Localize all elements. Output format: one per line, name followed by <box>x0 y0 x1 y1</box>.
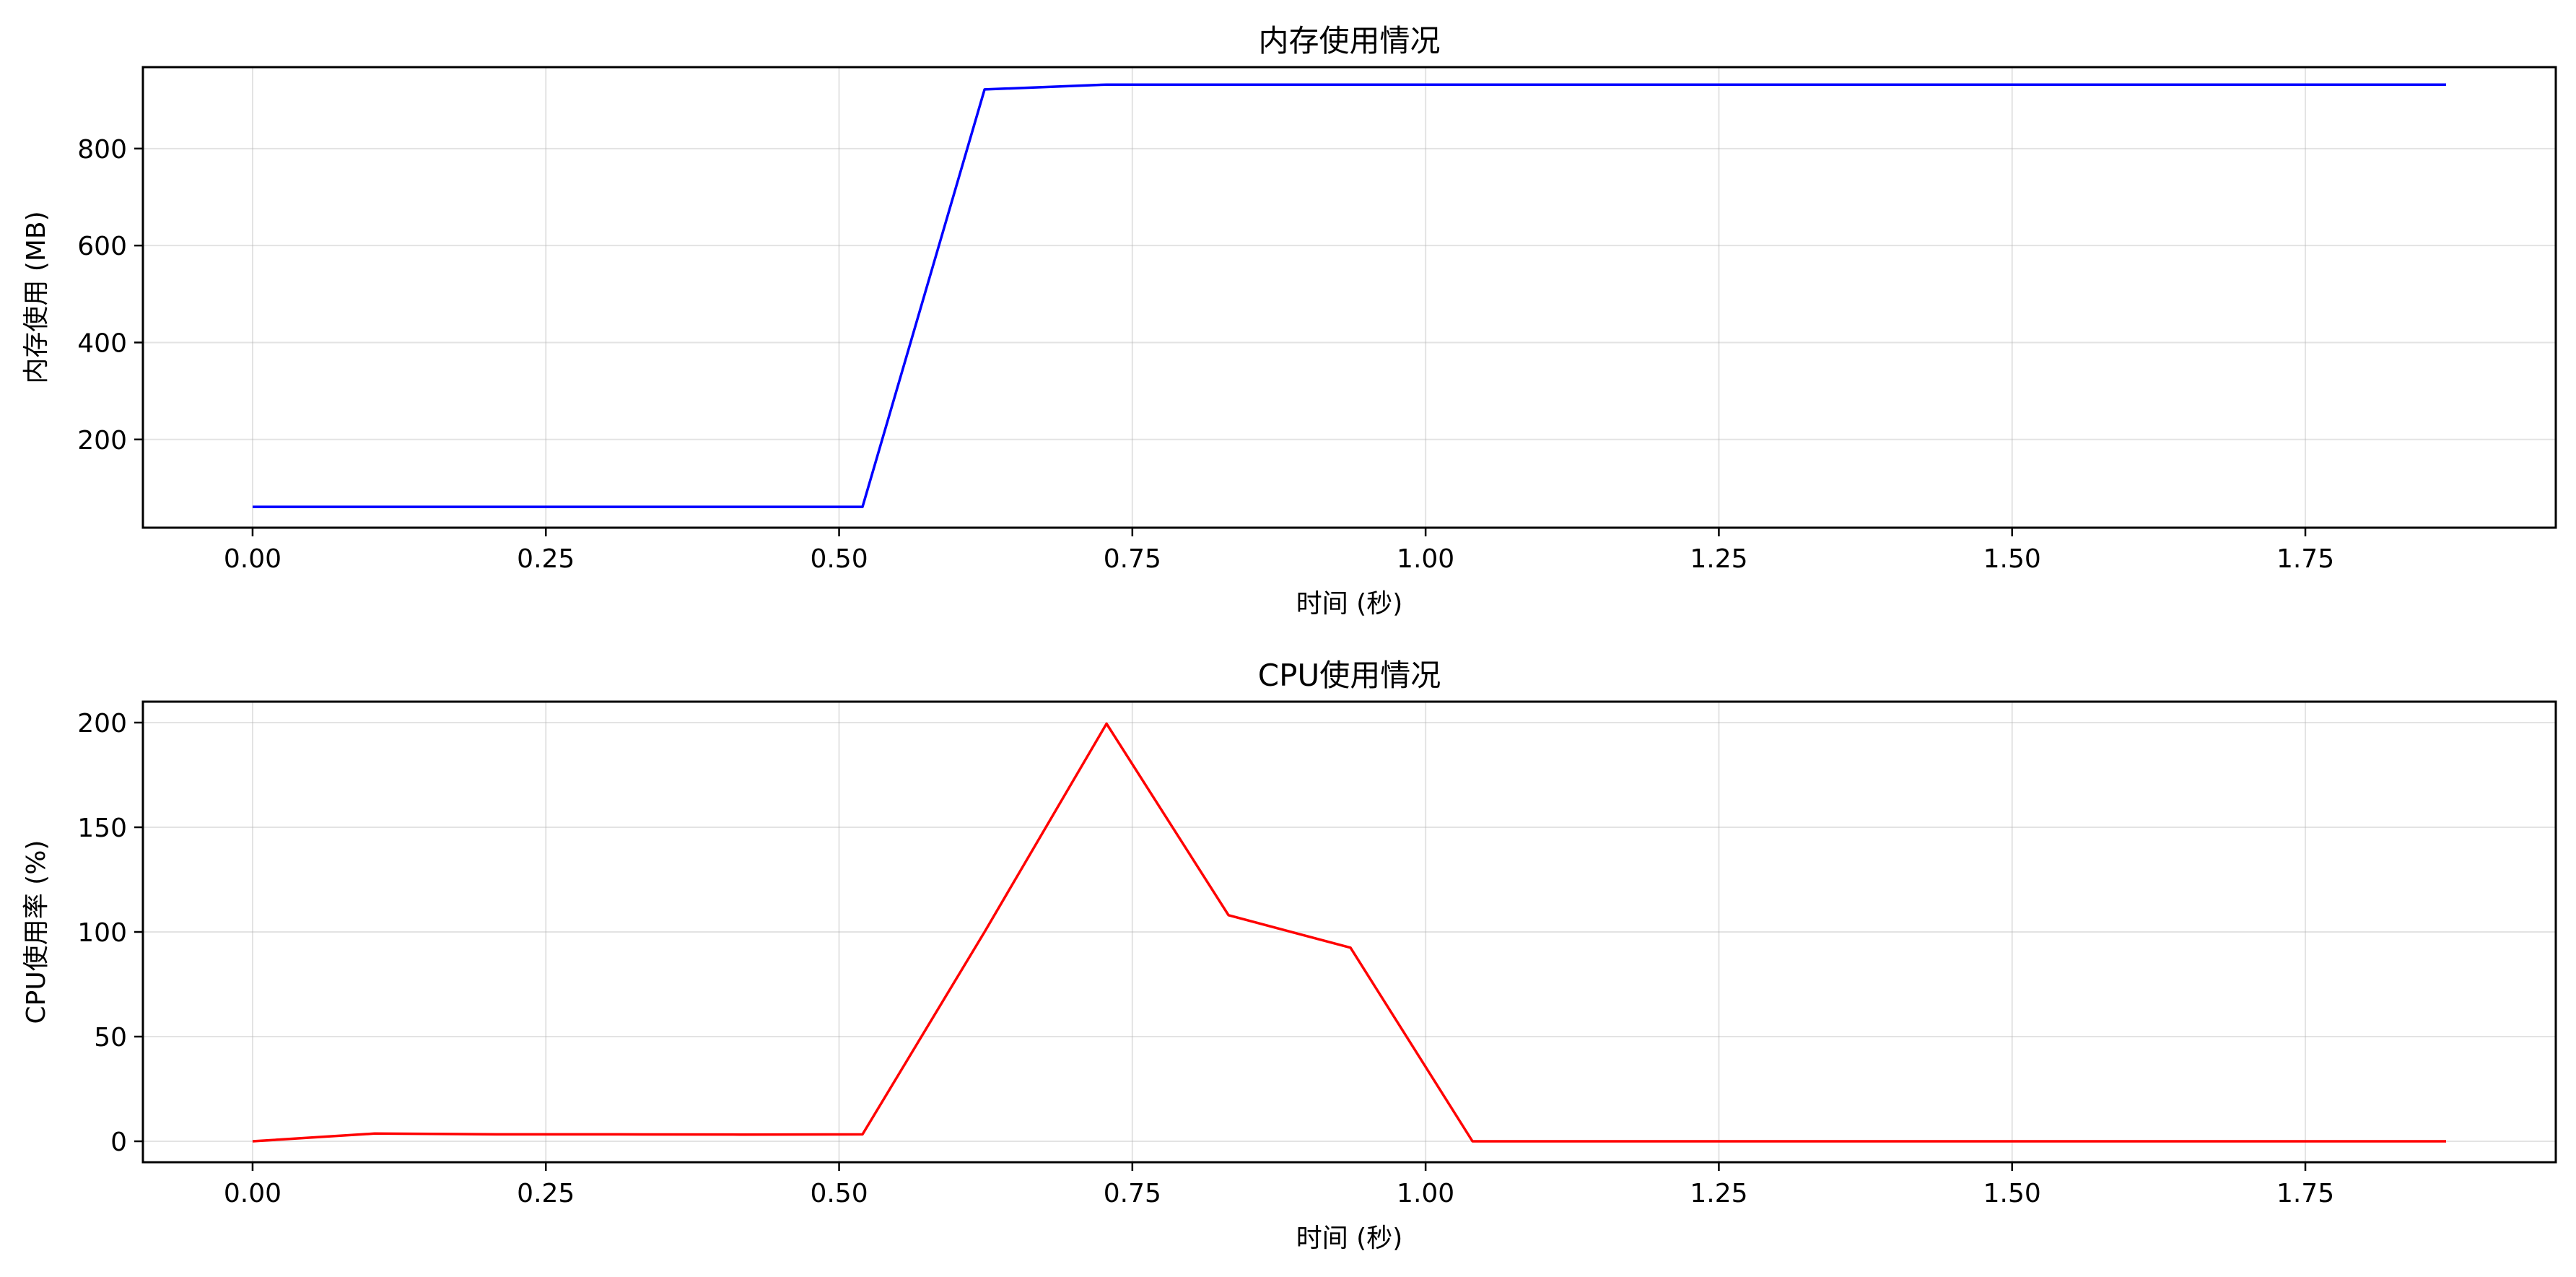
cpu-y-tick-label: 0 <box>110 1128 127 1157</box>
memory-y-tick-label: 200 <box>77 426 127 456</box>
cpu-y-tick-label: 150 <box>77 814 127 843</box>
memory-x-tick-label: 0.00 <box>224 544 281 574</box>
memory-x-tick-label: 0.50 <box>810 544 868 574</box>
memory-y-tick-label: 400 <box>77 328 127 358</box>
cpu-x-axis-label: 时间 (秒) <box>1296 1224 1403 1253</box>
memory-x-tick-label: 1.50 <box>1983 544 2041 574</box>
cpu-y-axis-label: CPU使用率 (%) <box>22 840 51 1024</box>
memory-plot-frame <box>141 66 2557 529</box>
memory-x-tick-label: 1.25 <box>1690 544 1747 574</box>
cpu-x-tick-label: 1.50 <box>1983 1179 2041 1208</box>
memory-y-tick-label: 800 <box>77 135 127 165</box>
memory-series-lines <box>253 83 2446 508</box>
cpu-series-line <box>252 722 2446 1143</box>
cpu-x-tick-label: 0.00 <box>224 1179 281 1208</box>
cpu-x-tick-label: 1.00 <box>1397 1179 1454 1208</box>
cpu-y-tick-label: 200 <box>77 709 127 738</box>
cpu-x-tick-label: 1.25 <box>1690 1179 1747 1208</box>
memory-usage-chart: 0.00 0.25 0.50 0.75 1.00 1.25 1.50 1.75 200 400 6… <box>22 23 2557 619</box>
cpu-chart-title: CPU使用情况 <box>1258 658 1441 693</box>
memory-x-ticks: 0.00 0.25 0.50 0.75 1.00 1.25 1.50 1.75 <box>224 528 2334 574</box>
cpu-y-tick-label: 100 <box>77 918 127 948</box>
memory-x-tick-label: 1.00 <box>1397 544 1454 574</box>
cpu-x-tick-label: 1.75 <box>2276 1179 2334 1208</box>
memory-gridlines <box>143 67 2556 528</box>
cpu-x-tick-label: 0.25 <box>517 1179 575 1208</box>
memory-chart-title: 内存使用情况 <box>1258 23 1440 58</box>
memory-y-tick-label: 600 <box>77 232 127 261</box>
memory-y-axis-label: 内存使用 (MB) <box>22 211 51 383</box>
cpu-gridlines <box>143 702 2556 1162</box>
cpu-series-lines <box>252 722 2446 1143</box>
cpu-y-ticks: 0 50 100 150 200 <box>77 709 143 1157</box>
memory-x-tick-label: 0.75 <box>1104 544 1161 574</box>
memory-series-line <box>253 83 2446 508</box>
cpu-x-ticks: 0.00 0.25 0.50 0.75 1.00 1.25 1.50 1.75 <box>224 1162 2334 1208</box>
memory-x-tick-label: 1.75 <box>2276 544 2334 574</box>
memory-x-tick-label: 0.25 <box>517 544 575 574</box>
memory-x-axis-label: 时间 (秒) <box>1296 589 1403 619</box>
cpu-y-tick-label: 50 <box>94 1023 127 1052</box>
cpu-x-tick-label: 0.50 <box>810 1179 868 1208</box>
cpu-x-tick-label: 0.75 <box>1104 1179 1161 1208</box>
cpu-usage-chart: 0.00 0.25 0.50 0.75 1.00 1.25 1.50 1.75 0 50 100 1… <box>22 658 2557 1253</box>
memory-y-ticks: 200 400 600 800 <box>77 135 143 456</box>
